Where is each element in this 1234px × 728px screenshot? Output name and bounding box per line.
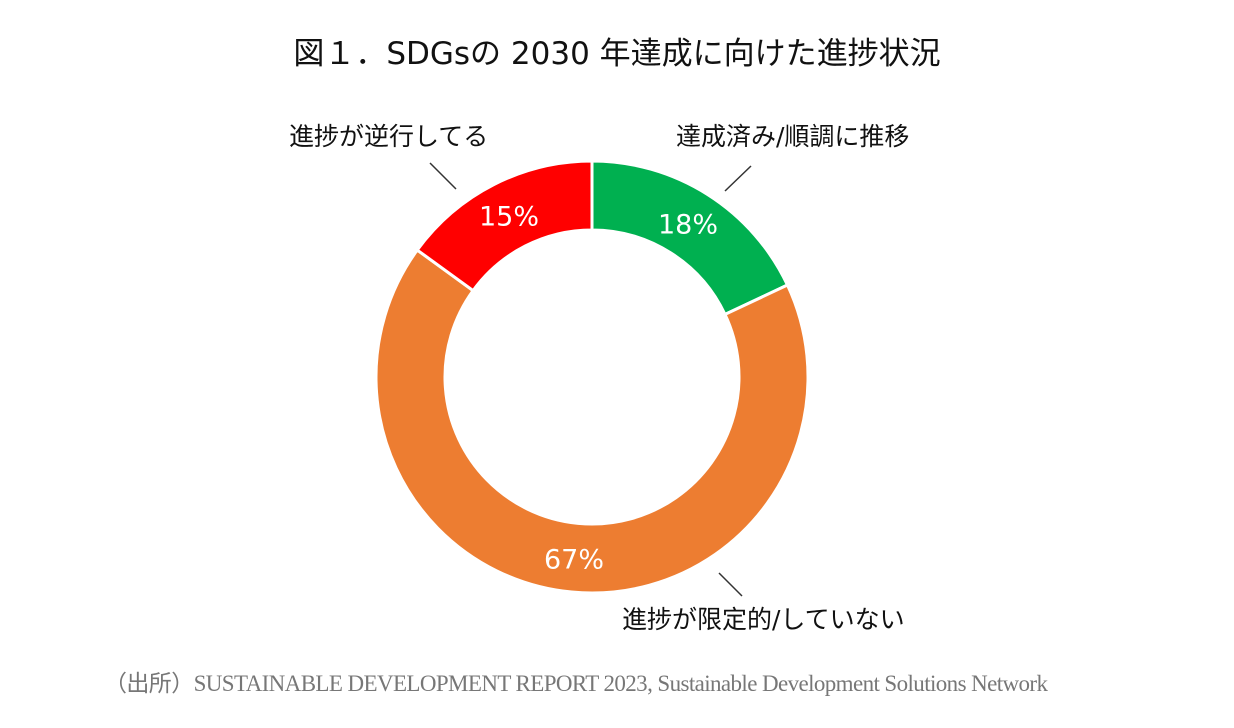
donut-slice-limited <box>374 247 810 595</box>
source-note: （出所）SUSTAINABLE DEVELOPMENT REPORT 2023,… <box>104 671 1048 696</box>
donut-slice-regressing <box>415 159 594 293</box>
data-label-achieved: 18% <box>658 210 718 241</box>
category-label-achieved: 達成済み/順調に推移 <box>676 122 910 151</box>
leader-line-achieved <box>724 165 752 192</box>
leader-line-regressing <box>429 162 457 190</box>
category-label-limited: 進捗が限定的/していない <box>622 605 905 634</box>
data-label-regressing: 15% <box>479 202 539 233</box>
leader-line-limited <box>718 572 743 597</box>
chart-title: 図１．SDGsの 2030 年達成に向けた進捗状況 <box>293 36 941 72</box>
category-label-regressing: 進捗が逆行してる <box>289 122 489 151</box>
data-label-limited: 67% <box>544 545 604 576</box>
